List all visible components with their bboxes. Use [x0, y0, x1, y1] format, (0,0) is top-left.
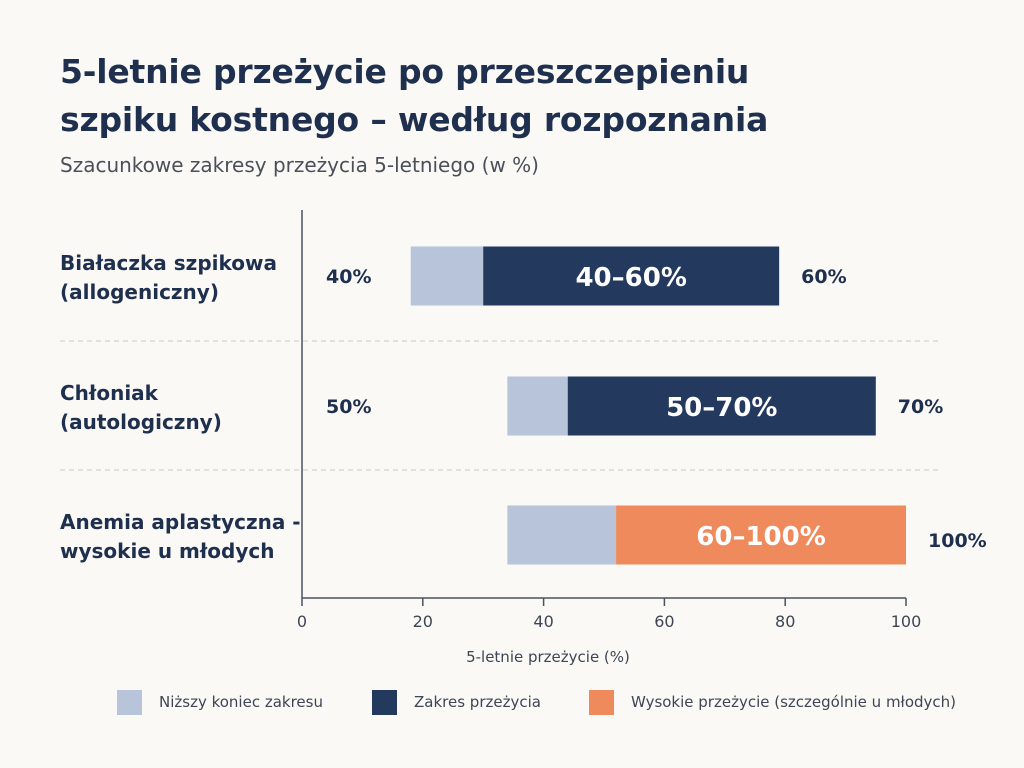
bar-lower-end-2 [507, 376, 568, 436]
bar-label-3: 60–100% [696, 522, 826, 552]
bar-range-3 [616, 505, 906, 565]
x-axis-label: 5-letnie przeżycie (%) [466, 648, 630, 666]
right-value-label-1: 60% [801, 266, 846, 288]
bar-label-2: 50–70% [666, 393, 777, 423]
x-tick-label-0: 0 [297, 612, 307, 631]
legend-swatch-range [372, 690, 397, 715]
bar-lower-end-1 [410, 246, 484, 306]
chart-subtitle: Szacunkowe zakresy przeżycia 5-letniego … [60, 153, 539, 177]
x-tick-label-80: 80 [775, 612, 795, 631]
chart-area: 0 20 40 60 80 100 5-letnie przeżycie (%) Białac… [60, 210, 987, 666]
category-label-2-line-2: (autologiczny) [60, 410, 222, 434]
chart-legend: Niższy koniec zakresu Zakres przeżycia W… [0, 690, 1024, 716]
right-value-label-3: 100% [928, 530, 987, 552]
bar-lower-end-3 [507, 505, 617, 565]
legend-swatch-lower-end [117, 690, 142, 715]
category-label-1-line-2: (allogeniczny) [60, 280, 219, 304]
chart-title-line-1: 5-letnie przeżycie po przeszczepieniu [60, 52, 750, 91]
category-label-1-line-1: Białaczka szpikowa [60, 251, 277, 275]
x-tick-label-60: 60 [654, 612, 674, 631]
legend-label-lower-end: Niższy koniec zakresu [159, 693, 323, 711]
right-value-label-2: 70% [898, 396, 943, 418]
bar-label-1: 40–60% [575, 263, 686, 293]
left-value-label-1: 40% [326, 266, 371, 288]
x-tick-label-100: 100 [891, 612, 922, 631]
x-tick-label-40: 40 [533, 612, 553, 631]
chart-title-line-2: szpiku kostnego – według rozpoznania [60, 100, 769, 139]
legend-label-range: Zakres przeżycia [414, 693, 541, 711]
x-tick-label-20: 20 [413, 612, 433, 631]
bar-range-1 [483, 246, 780, 306]
category-label-3-line-1: Anemia aplastyczna - [60, 510, 301, 534]
bar-range-2 [567, 376, 876, 436]
category-label-3-line-2: wysokie u młodych [60, 539, 275, 563]
legend-swatch-high [589, 690, 614, 715]
category-label-2-line-1: Chłoniak [60, 381, 159, 405]
left-value-label-2: 50% [326, 396, 371, 418]
chart-title: 5-letnie przeżycie po przeszczepieniu sz… [60, 48, 980, 144]
legend-label-high: Wysokie przeżycie (szczególnie u młodych… [631, 693, 956, 711]
